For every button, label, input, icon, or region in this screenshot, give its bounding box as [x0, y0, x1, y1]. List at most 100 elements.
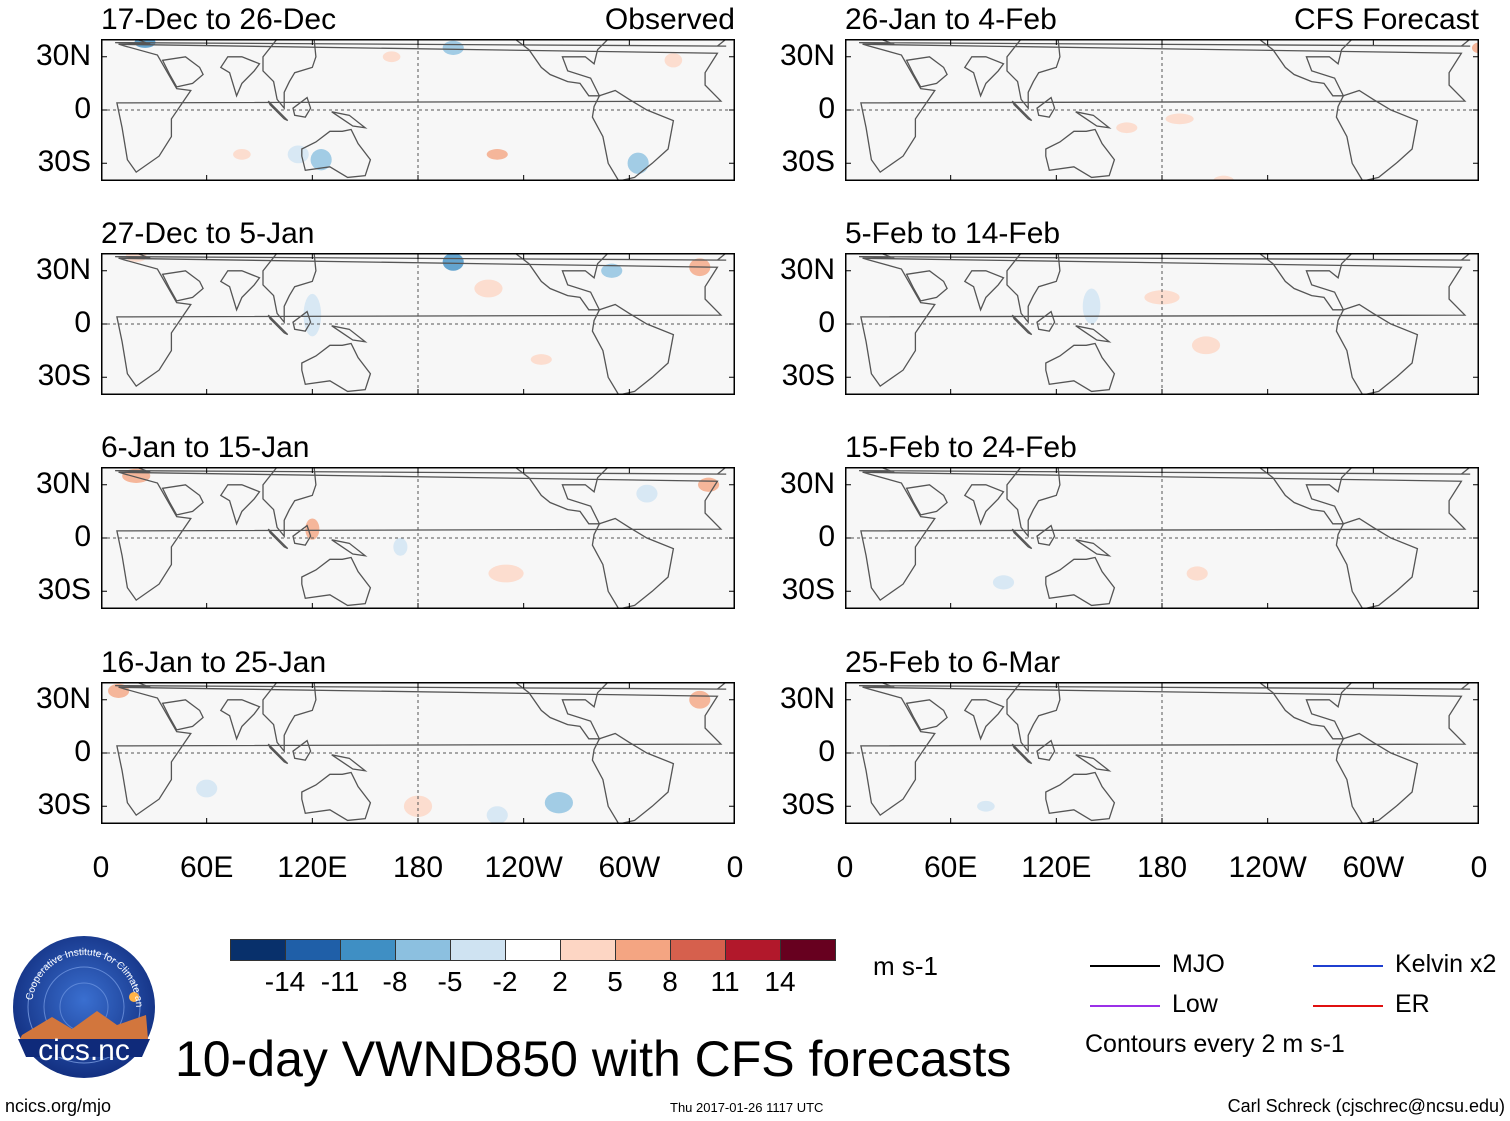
coastline	[860, 257, 1467, 388]
coastline	[262, 253, 317, 325]
coastline	[219, 484, 261, 526]
coastline	[1045, 342, 1116, 393]
coastline	[267, 314, 289, 336]
x-tick-label: 0	[92, 851, 110, 884]
anomaly-patch	[636, 484, 658, 503]
colorbar-swatch	[340, 939, 396, 961]
anomaly-patch	[196, 779, 218, 798]
coastline	[1011, 528, 1033, 550]
x-tick-label: 180	[392, 851, 444, 884]
coastline	[301, 771, 372, 822]
panel-title: 6-Jan to 15-Jan	[101, 431, 310, 464]
panel-frame	[101, 39, 735, 181]
coastline	[860, 686, 1467, 817]
colorbar-swatch	[670, 939, 726, 961]
panel-title: 16-Jan to 25-Jan	[101, 646, 327, 679]
cics-logo: Cooperative Institute for Climate and Sa…	[9, 927, 156, 1079]
coastline	[1045, 128, 1116, 179]
x-tick-label: 0	[1470, 851, 1488, 884]
coastline	[292, 739, 312, 761]
anomaly-patch	[627, 152, 649, 174]
map-plot	[845, 253, 1479, 395]
anomaly-patch	[689, 690, 711, 709]
y-tick-label: 30S	[781, 788, 835, 822]
colorbar-swatch	[285, 939, 341, 961]
coastline	[1006, 39, 1061, 111]
y-tick-label: 30N	[35, 38, 91, 72]
y-tick-label: 0	[74, 306, 91, 339]
coastline	[963, 270, 1005, 312]
coastline	[1335, 732, 1419, 824]
coastline	[1257, 253, 1354, 311]
coastline	[161, 56, 204, 88]
coastline	[1335, 303, 1419, 395]
anomaly-patch	[1165, 113, 1194, 125]
panel-title: 26-Jan to 4-Feb	[845, 3, 1057, 36]
x-tick-label: 60W	[598, 851, 661, 884]
anomaly-patch	[442, 40, 464, 55]
y-tick-label: 30S	[37, 788, 91, 822]
main-title: 10-day VWND850 with CFS forecasts	[175, 1031, 1012, 1087]
coastline	[963, 484, 1005, 526]
panel-frame	[845, 39, 1479, 181]
y-tick-label: 0	[818, 92, 835, 125]
coastline	[161, 699, 204, 731]
coastline	[101, 253, 728, 261]
coastline	[267, 528, 289, 550]
x-tick-label: 0	[836, 851, 854, 884]
panel-title: 27-Dec to 5-Jan	[101, 217, 315, 250]
coastline	[1036, 96, 1056, 118]
anomaly-patch	[310, 149, 332, 171]
coastline	[1011, 314, 1033, 336]
forecast-panel-4	[845, 682, 1481, 824]
y-tick-label: 0	[818, 735, 835, 768]
colorbar-tick-label: -8	[382, 966, 408, 997]
legend-label: ER	[1395, 990, 1430, 1018]
coastline	[292, 96, 312, 118]
anomaly-patch	[530, 354, 552, 365]
coastline	[513, 467, 610, 525]
colorbar-tick-label: 5	[607, 966, 623, 997]
observed-panel-2	[101, 253, 737, 395]
colorbar-swatch	[230, 939, 286, 961]
x-tick-label: 120E	[277, 851, 348, 884]
coastline	[292, 524, 312, 546]
coastline	[101, 467, 728, 475]
coastline	[963, 699, 1005, 741]
colorbar-tick-label: 2	[552, 966, 568, 997]
coastline	[219, 56, 261, 98]
anomaly-patch	[305, 518, 320, 540]
anomaly-patch	[544, 792, 573, 814]
x-tick-label: 120W	[1228, 851, 1307, 884]
coastline	[1257, 467, 1354, 525]
coastline	[219, 270, 261, 312]
coastline	[1036, 739, 1056, 761]
coastline	[905, 270, 948, 302]
footer-right: Carl Schreck (cjschrec@ncsu.edu)	[1227, 1096, 1505, 1116]
anomaly-patch	[1471, 42, 1479, 54]
panel-title: 15-Feb to 24-Feb	[845, 431, 1077, 464]
panel-title: 25-Feb to 6-Mar	[845, 646, 1061, 679]
map-plot	[101, 682, 735, 824]
anomaly-patch	[698, 477, 720, 492]
colorbar-tick-label: -5	[437, 966, 463, 997]
coastline	[331, 539, 368, 557]
coastline	[845, 467, 1472, 475]
panel-frame	[845, 467, 1479, 609]
coastline	[301, 128, 372, 179]
y-tick-label: 0	[818, 520, 835, 553]
x-tick-label: 0	[726, 851, 744, 884]
colorbar-tick-label: -14	[264, 966, 306, 997]
colorbar-units: m s-1	[873, 951, 938, 981]
y-tick-label: 0	[74, 735, 91, 768]
colorbar-tick-label: 14	[764, 966, 796, 997]
coastline	[905, 56, 948, 88]
x-tick-label: 60E	[179, 851, 234, 884]
legend-label: Low	[1172, 990, 1218, 1018]
forecast-panel-3	[845, 467, 1481, 609]
legend-line	[1090, 1005, 1160, 1007]
coastline	[1011, 100, 1033, 122]
anomaly-patch	[393, 538, 408, 556]
anomaly-patch	[474, 279, 503, 298]
coastline	[331, 111, 368, 129]
